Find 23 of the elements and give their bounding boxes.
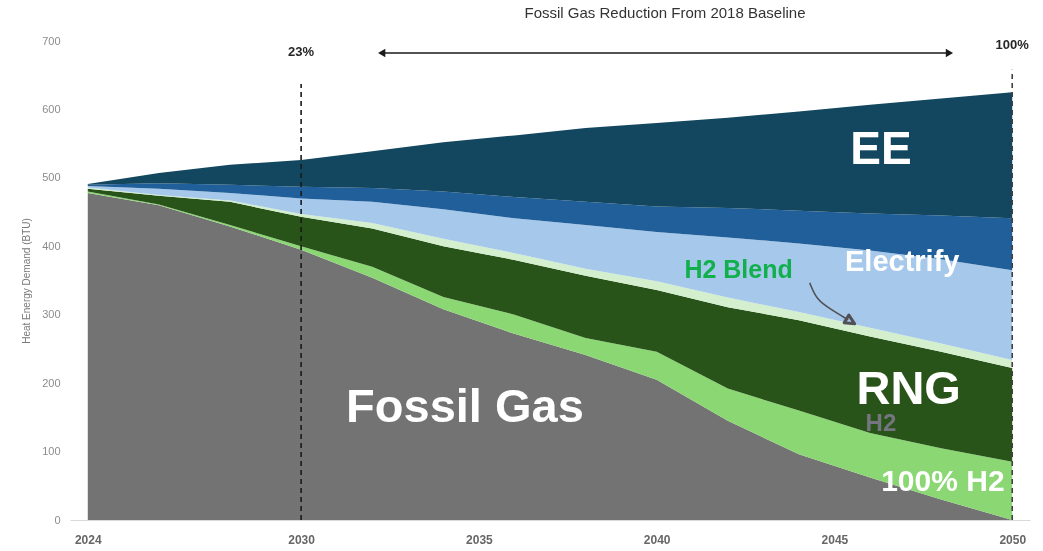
series-label: Fossil Gas: [346, 379, 584, 433]
series-label: EE: [850, 121, 912, 174]
x-tick-label: 2024: [74, 532, 102, 547]
y-tick-label: 600: [42, 102, 61, 115]
y-axis-title: Heat Energy Demand (BTU): [21, 218, 33, 344]
annotation: 100%: [995, 37, 1030, 53]
x-tick-label: 2050: [999, 532, 1027, 547]
y-tick-label: 400: [42, 239, 61, 252]
series-label: Electrify: [844, 245, 960, 278]
chart-title: Fossil Gas Reduction From 2018 Baseline: [524, 4, 806, 21]
x-tick-label: 2035: [466, 532, 494, 547]
annotation: 23%: [288, 44, 315, 60]
x-tick-label: 2030: [288, 532, 316, 547]
y-tick-label: 300: [42, 308, 61, 321]
series-label: 100% H2: [881, 463, 1005, 497]
y-tick-label: 100: [42, 445, 61, 458]
y-tick-label: 700: [42, 34, 61, 47]
y-tick-label: 0: [54, 513, 61, 526]
series-label: H2 Blend: [684, 254, 793, 283]
x-tick-label: 2045: [821, 532, 849, 547]
y-tick-label: 500: [42, 171, 61, 184]
y-tick-label: 200: [42, 376, 61, 389]
x-tick-label: 2040: [643, 532, 671, 547]
